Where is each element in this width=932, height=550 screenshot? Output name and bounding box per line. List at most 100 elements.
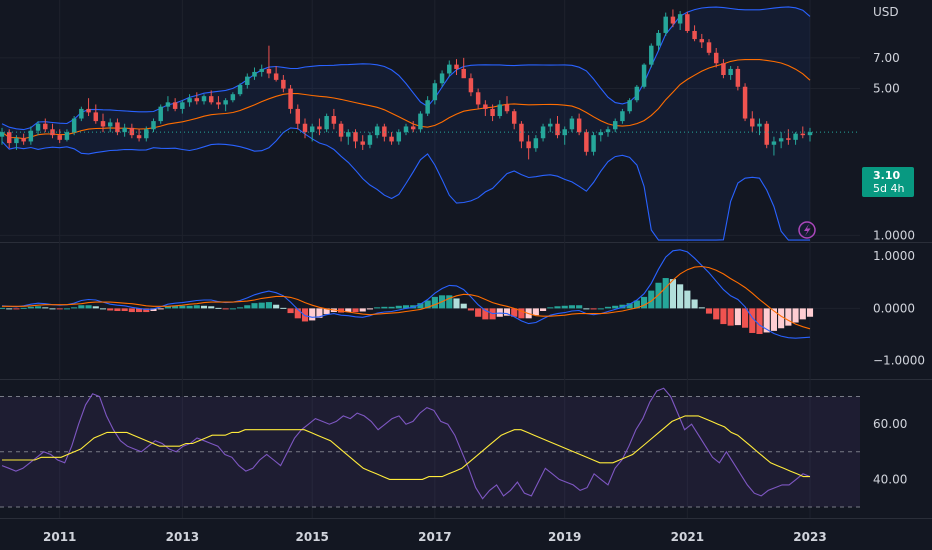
candle-body[interactable] xyxy=(28,130,34,142)
macd-histogram-bar[interactable] xyxy=(13,308,20,310)
macd-histogram-bar[interactable] xyxy=(0,307,6,309)
macd-histogram-bar[interactable] xyxy=(251,303,258,309)
candle-body[interactable] xyxy=(425,100,430,114)
candle-body[interactable] xyxy=(64,132,70,140)
candle-body[interactable] xyxy=(764,123,769,145)
macd-histogram-bar[interactable] xyxy=(273,304,280,309)
macd-histogram-bar[interactable] xyxy=(770,308,777,331)
candle-body[interactable] xyxy=(742,86,748,119)
macd-histogram-bar[interactable] xyxy=(540,308,547,311)
candle-body[interactable] xyxy=(461,68,466,79)
macd-histogram-bar[interactable] xyxy=(294,308,301,319)
macd-histogram-bar[interactable] xyxy=(705,308,713,314)
candle-body[interactable] xyxy=(432,83,438,101)
macd-histogram-bar[interactable] xyxy=(727,308,734,326)
macd-histogram-bar[interactable] xyxy=(258,302,265,309)
candle-body[interactable] xyxy=(786,138,791,140)
candle-body[interactable] xyxy=(194,98,200,102)
candle-body[interactable] xyxy=(656,32,661,46)
candle-body[interactable] xyxy=(439,73,445,84)
candle-body[interactable] xyxy=(331,116,337,124)
macd-histogram-bar[interactable] xyxy=(677,284,684,309)
macd-histogram-bar[interactable] xyxy=(150,308,157,311)
macd-histogram-bar[interactable] xyxy=(568,305,575,309)
macd-histogram-bar[interactable] xyxy=(56,308,63,310)
candle-body[interactable] xyxy=(511,111,517,124)
macd-histogram-bar[interactable] xyxy=(208,306,215,309)
macd-histogram-bar[interactable] xyxy=(424,300,431,309)
candle-body[interactable] xyxy=(677,14,683,24)
candle-body[interactable] xyxy=(663,16,668,33)
macd-histogram-bar[interactable] xyxy=(229,308,236,310)
candle-body[interactable] xyxy=(526,141,531,149)
macd-histogram-bar[interactable] xyxy=(806,308,814,317)
macd-histogram-bar[interactable] xyxy=(27,306,34,309)
candle-body[interactable] xyxy=(237,84,243,95)
candle-body[interactable] xyxy=(533,138,539,149)
candle-body[interactable] xyxy=(93,112,99,122)
macd-histogram-bar[interactable] xyxy=(431,296,438,309)
candle-body[interactable] xyxy=(670,16,676,24)
candle-body[interactable] xyxy=(612,121,618,130)
macd-histogram-bar[interactable] xyxy=(554,306,561,309)
macd-histogram-bar[interactable] xyxy=(49,308,56,310)
candle-body[interactable] xyxy=(129,127,135,136)
macd-histogram-bar[interactable] xyxy=(42,307,49,309)
candle-body[interactable] xyxy=(382,126,387,137)
macd-histogram-bar[interactable] xyxy=(265,302,272,309)
candle-body[interactable] xyxy=(598,132,604,136)
macd-histogram-bar[interactable] xyxy=(446,295,453,309)
candle-body[interactable] xyxy=(649,45,654,65)
candle-body[interactable] xyxy=(259,68,264,72)
candle-body[interactable] xyxy=(569,118,575,130)
macd-histogram-bar[interactable] xyxy=(381,306,388,309)
macd-histogram-bar[interactable] xyxy=(547,307,554,309)
macd-histogram-bar[interactable] xyxy=(720,308,727,325)
candle-body[interactable] xyxy=(360,141,365,145)
candle-body[interactable] xyxy=(620,111,625,122)
candle-body[interactable] xyxy=(475,92,481,105)
macd-histogram-bar[interactable] xyxy=(20,307,27,309)
candle-body[interactable] xyxy=(750,118,755,127)
macd-panel[interactable] xyxy=(0,249,860,339)
candle-body[interactable] xyxy=(367,135,373,145)
candle-body[interactable] xyxy=(71,118,77,133)
candle-body[interactable] xyxy=(43,123,48,130)
macd-histogram-bar[interactable] xyxy=(590,308,597,310)
candle-body[interactable] xyxy=(14,138,19,144)
macd-histogram-bar[interactable] xyxy=(352,308,359,313)
macd-histogram-bar[interactable] xyxy=(301,308,309,322)
rsi-line[interactable] xyxy=(1,387,811,500)
macd-histogram-bar[interactable] xyxy=(518,308,525,319)
macd-histogram-bar[interactable] xyxy=(136,308,143,313)
bollinger-lower-line[interactable] xyxy=(1,127,810,241)
candle-body[interactable] xyxy=(158,106,163,122)
macd-histogram-bar[interactable] xyxy=(92,306,99,309)
macd-histogram-bar[interactable] xyxy=(662,278,669,309)
macd-histogram-bar[interactable] xyxy=(323,308,330,315)
lightning-icon[interactable] xyxy=(798,221,816,239)
macd-histogram-bar[interactable] xyxy=(193,305,200,309)
candle-body[interactable] xyxy=(490,108,495,117)
candle-body[interactable] xyxy=(353,132,358,142)
candle-body[interactable] xyxy=(713,52,719,64)
candle-body[interactable] xyxy=(0,132,5,137)
macd-histogram-bar[interactable] xyxy=(691,299,698,309)
candle-body[interactable] xyxy=(410,126,416,130)
candle-body[interactable] xyxy=(295,108,301,124)
macd-histogram-bar[interactable] xyxy=(244,305,251,309)
macd-histogram-bar[interactable] xyxy=(63,308,70,310)
moving-average-line[interactable] xyxy=(1,59,811,140)
macd-histogram-bar[interactable] xyxy=(6,308,13,310)
macd-histogram-bar[interactable] xyxy=(503,308,511,316)
candle-body[interactable] xyxy=(201,96,207,102)
candle-body[interactable] xyxy=(338,123,344,137)
macd-histogram-bar[interactable] xyxy=(215,307,222,309)
candle-body[interactable] xyxy=(634,86,640,101)
macd-histogram-bar[interactable] xyxy=(402,305,410,309)
macd-histogram-bar[interactable] xyxy=(71,307,78,309)
candle-body[interactable] xyxy=(627,100,632,112)
candle-body[interactable] xyxy=(324,116,329,130)
candle-body[interactable] xyxy=(281,79,286,89)
rsi-panel[interactable] xyxy=(0,387,860,508)
